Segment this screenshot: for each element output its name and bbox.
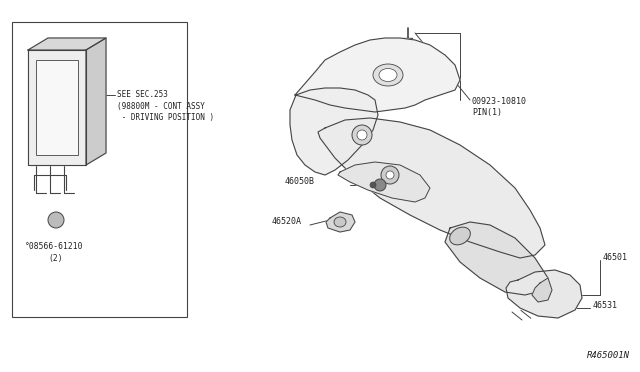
Ellipse shape [450, 227, 470, 245]
Text: 46520A: 46520A [272, 218, 302, 227]
Polygon shape [532, 278, 552, 302]
Text: R465001N: R465001N [587, 350, 630, 359]
Text: °08566-61210: °08566-61210 [25, 242, 83, 251]
Ellipse shape [373, 64, 403, 86]
Text: 46050B: 46050B [285, 176, 315, 186]
Polygon shape [290, 88, 378, 175]
Polygon shape [28, 38, 106, 50]
Text: (98800M - CONT ASSY: (98800M - CONT ASSY [117, 102, 205, 111]
Bar [36, 60, 78, 155]
Text: 46501: 46501 [603, 253, 628, 263]
Ellipse shape [334, 217, 346, 227]
Text: 00923-10810: 00923-10810 [472, 97, 527, 106]
Polygon shape [318, 118, 545, 258]
Circle shape [48, 212, 64, 228]
Polygon shape [86, 38, 106, 165]
Text: SEE SEC.253: SEE SEC.253 [117, 90, 168, 99]
Polygon shape [295, 38, 460, 112]
Ellipse shape [379, 68, 397, 81]
Circle shape [357, 130, 367, 140]
Polygon shape [506, 270, 582, 318]
Circle shape [370, 182, 376, 188]
Polygon shape [326, 212, 355, 232]
Polygon shape [28, 50, 86, 165]
Circle shape [386, 171, 394, 179]
Text: (2): (2) [48, 254, 63, 263]
Text: PIN(1): PIN(1) [472, 108, 502, 117]
Text: - DRIVING POSITION ): - DRIVING POSITION ) [117, 113, 214, 122]
Circle shape [374, 179, 386, 191]
Polygon shape [445, 222, 548, 295]
Text: 46531: 46531 [593, 301, 618, 311]
Circle shape [381, 166, 399, 184]
Polygon shape [338, 162, 430, 202]
Bar [12, 22, 187, 317]
Circle shape [352, 125, 372, 145]
